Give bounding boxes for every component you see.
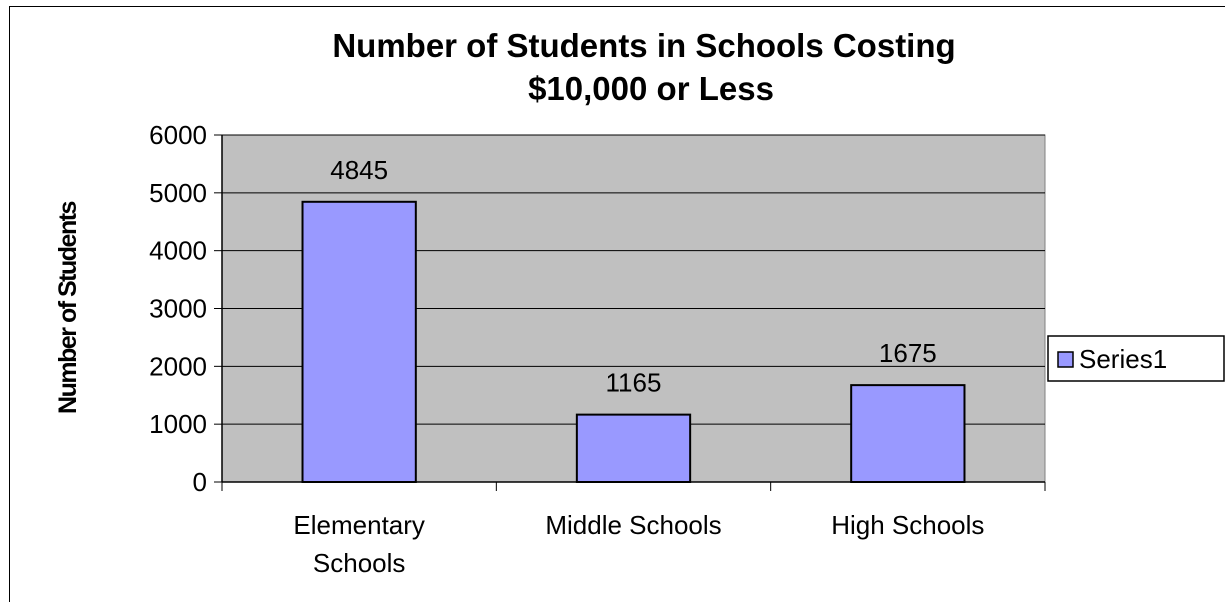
data-label: 1165: [606, 368, 662, 398]
legend: Series1: [1047, 335, 1225, 382]
legend-swatch: [1057, 351, 1074, 368]
bars: [301, 200, 966, 484]
legend-box: [1047, 335, 1225, 382]
x-category-label: High Schools: [831, 510, 984, 540]
x-category-label: Schools: [313, 548, 406, 578]
x-category-label: Middle Schools: [545, 510, 721, 540]
axes: [214, 134, 1046, 491]
y-tick-label: 1000: [149, 409, 207, 439]
data-labels: 4845 1165 1675: [330, 155, 937, 398]
chart-frame: [9, 6, 1225, 602]
y-axis-label: Number of Students: [54, 201, 82, 413]
y-tick-label: 5000: [149, 178, 207, 208]
legend-label-series1: Series1: [1079, 344, 1167, 374]
y-tick-label: 4000: [149, 236, 207, 266]
chart-title-line-2: $10,000 or Less: [528, 70, 774, 107]
y-tick-label: 2000: [149, 351, 207, 381]
data-label: 1675: [879, 338, 937, 368]
bar: [575, 413, 692, 484]
data-label: 4845: [330, 155, 388, 185]
chart-title-line-1: Number of Students in Schools Costing: [332, 27, 955, 64]
bar: [301, 200, 417, 484]
y-tick-label: 6000: [149, 120, 207, 150]
x-category-label: Elementary: [293, 510, 425, 540]
y-tick-label: 0: [193, 467, 207, 497]
bar: [850, 384, 966, 484]
x-category-labels: Elementary Schools Middle Schools High Scho…: [293, 510, 984, 578]
y-tick-labels: 0 1000 2000 3000 4000 5000 6000: [149, 120, 207, 497]
y-tick-label: 3000: [149, 294, 207, 324]
